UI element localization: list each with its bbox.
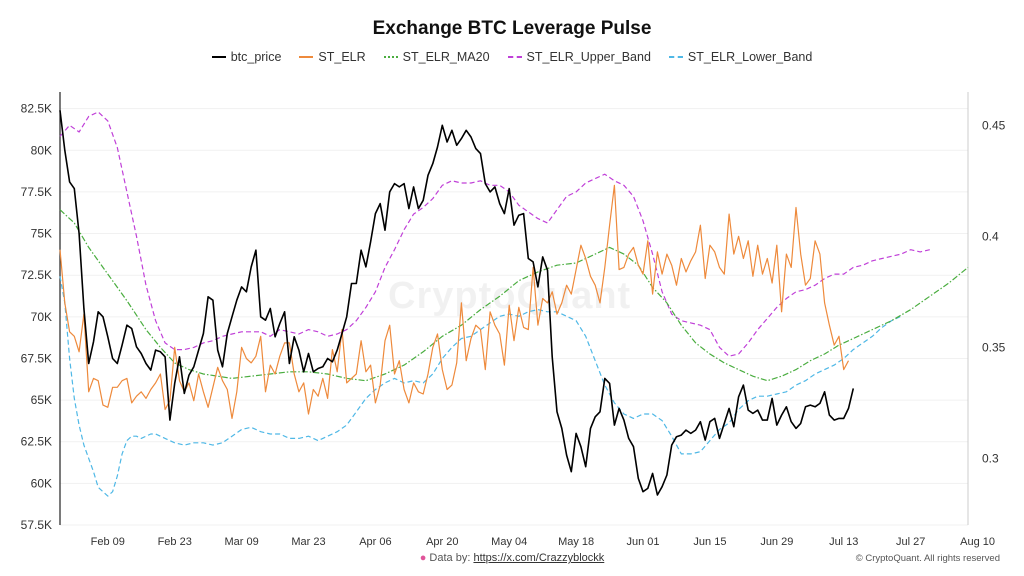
y-left-tick-label: 62.5K	[21, 435, 52, 449]
legend-label-st-elr-ma20: ST_ELR_MA20	[402, 50, 490, 64]
y-left-tick-label: 72.5K	[21, 268, 52, 282]
series-line-st-elr-ma20	[59, 209, 969, 382]
copyright-notice: © CryptoQuant. All rights reserved	[855, 553, 1000, 564]
y-left-tick-label: 57.5K	[21, 518, 52, 532]
x-tick-label: Apr 20	[426, 536, 458, 548]
legend-item-st-elr-ma20[interactable]: ST_ELR_MA20	[383, 50, 490, 64]
legend-item-st-elr[interactable]: ST_ELR	[299, 50, 366, 64]
legend-label-st-elr-lower-band: ST_ELR_Lower_Band	[687, 50, 813, 64]
data-credit: ● Data by: https://x.com/Crazzyblockk	[0, 552, 1024, 564]
legend-item-st-elr-upper-band[interactable]: ST_ELR_Upper_Band	[507, 50, 651, 64]
legend-label-st-elr-upper-band: ST_ELR_Upper_Band	[526, 50, 651, 64]
x-tick-label: Jun 29	[760, 536, 793, 548]
legend-swatch-st-elr-upper-band	[507, 56, 522, 58]
x-tick-label: Jun 01	[627, 536, 660, 548]
y-right-tick-label: 0.35	[982, 340, 1006, 354]
y-right-tick-label: 0.4	[982, 229, 999, 243]
y-left-tick-label: 70K	[31, 310, 52, 324]
y-left-tick-label: 60K	[31, 476, 52, 490]
legend-item-st-elr-lower-band[interactable]: ST_ELR_Lower_Band	[668, 50, 813, 64]
x-tick-label: Feb 23	[158, 536, 192, 548]
legend-label-st-elr: ST_ELR	[318, 50, 366, 64]
legend-swatch-st-elr	[299, 56, 314, 58]
y-left-tick-label: 65K	[31, 393, 52, 407]
brain-icon: ●	[419, 552, 427, 564]
y-left-tick-label: 77.5K	[21, 185, 52, 199]
x-tick-label: Jun 15	[693, 536, 726, 548]
y-right-tick-label: 0.3	[982, 451, 999, 465]
y-left-tick-label: 67.5K	[21, 351, 52, 365]
chart-title: Exchange BTC Leverage Pulse	[372, 18, 652, 39]
legend-swatch-btc-price	[211, 56, 226, 58]
y-left-tick-label: 75K	[31, 227, 52, 241]
x-tick-label: May 04	[491, 536, 527, 548]
x-tick-label: Jul 13	[829, 536, 858, 548]
data-credit-link[interactable]: https://x.com/Crazzyblockk	[473, 552, 605, 564]
legend-swatch-st-elr-ma20	[383, 56, 398, 58]
x-tick-label: Jul 27	[896, 536, 925, 548]
legend-item-btc-price[interactable]: btc_price	[211, 50, 282, 64]
series-line-st-elr	[59, 184, 850, 419]
chart-legend: btc_price ST_ELR ST_ELR_MA20 ST_ELR_Uppe…	[0, 50, 1024, 64]
x-tick-label: Mar 23	[291, 536, 325, 548]
x-tick-label: Aug 10	[960, 536, 995, 548]
y-left-tick-label: 82.5K	[21, 102, 52, 116]
x-tick-label: Mar 09	[224, 536, 258, 548]
data-credit-prefix: Data by:	[429, 552, 474, 564]
legend-label-btc-price: btc_price	[230, 50, 282, 64]
series-line-st-elr-upper-band	[59, 111, 930, 357]
x-tick-label: Apr 06	[359, 536, 391, 548]
x-tick-label: Feb 09	[91, 536, 125, 548]
series-line-btc-price	[59, 110, 855, 496]
y-left-tick-label: 80K	[31, 143, 52, 157]
y-right-tick-label: 0.45	[982, 118, 1006, 132]
legend-swatch-st-elr-lower-band	[668, 56, 683, 58]
x-tick-label: May 18	[558, 536, 594, 548]
